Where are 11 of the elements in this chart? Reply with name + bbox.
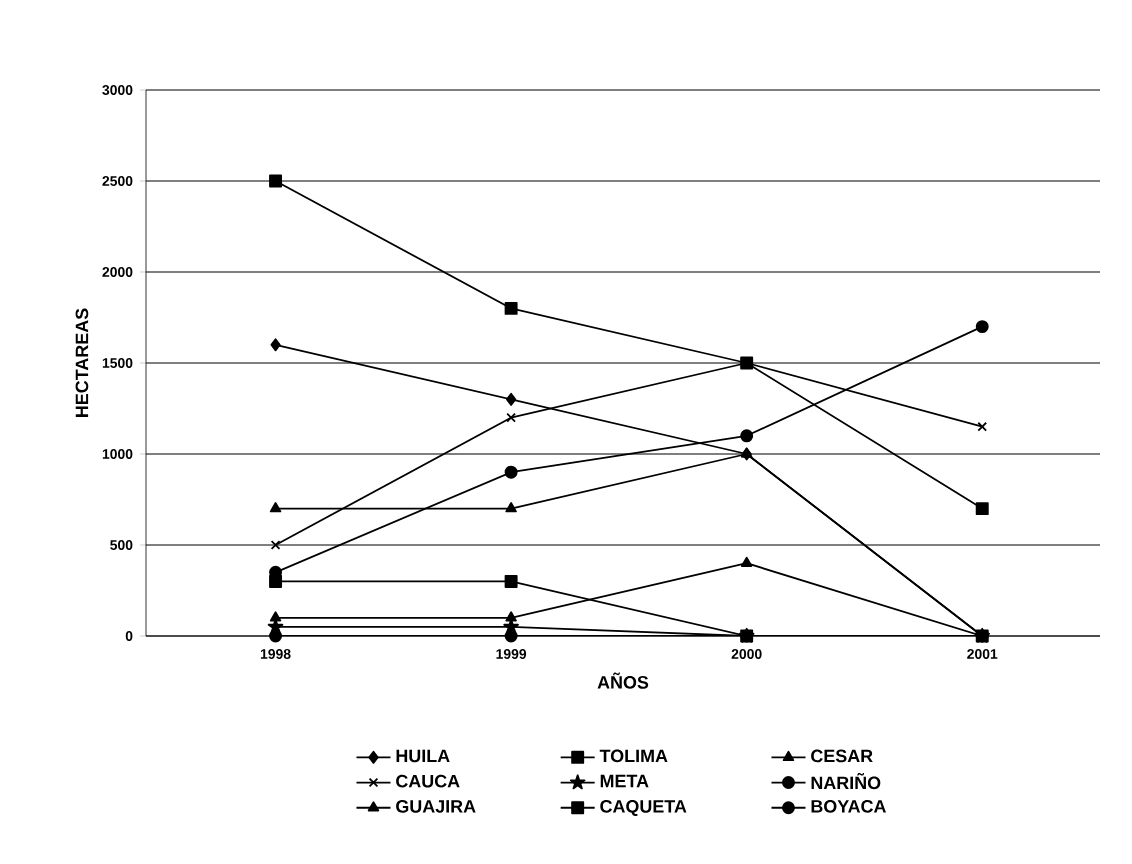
legend-label: CESAR	[811, 749, 873, 763]
x-axis-title: AÑOS	[597, 672, 649, 689]
legend-label: HUILA	[396, 749, 450, 763]
legend-label: META	[600, 774, 649, 788]
legend-label: BOYACA	[811, 799, 886, 813]
legend-label: CAQUETA	[600, 799, 687, 817]
legend-label: NARIÑO	[811, 773, 881, 790]
legend-label: CAUCA	[396, 774, 460, 788]
y-axis-title: HECTAREAS	[75, 308, 89, 417]
legend-label: TOLIMA	[599, 749, 668, 763]
legend-label: GUAJIRA	[396, 799, 476, 813]
